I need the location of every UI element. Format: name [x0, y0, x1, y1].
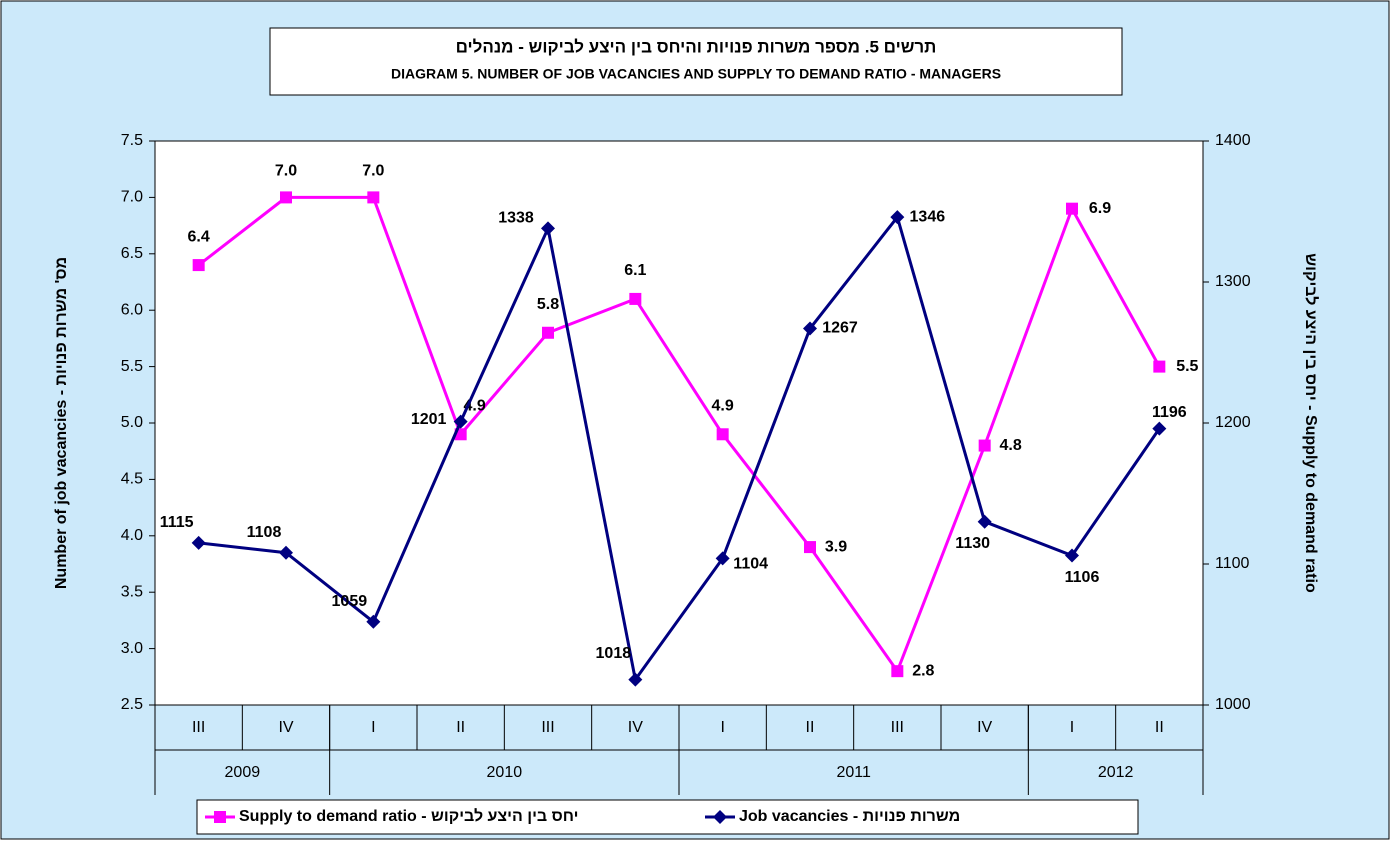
y-tick-label: 4.5 — [121, 471, 143, 488]
legend-marker — [214, 811, 226, 823]
point — [279, 545, 293, 560]
point — [1152, 421, 1167, 436]
data-label: 3.9 — [825, 538, 847, 555]
point — [716, 428, 729, 441]
x-tick-label: IV — [628, 719, 643, 736]
point — [891, 665, 904, 678]
point — [1066, 202, 1078, 215]
y2-tick-label: 1000 — [1215, 696, 1251, 713]
data-label: 7.0 — [275, 163, 297, 180]
point — [715, 551, 730, 566]
plot-area — [154, 140, 1204, 706]
data-label: 1338 — [498, 210, 534, 227]
legend-box — [196, 799, 1139, 835]
y-tick-label: 7.0 — [121, 189, 143, 206]
x-tick-label: IV — [278, 719, 293, 736]
point — [542, 326, 554, 339]
x-tick-label: I — [1070, 719, 1074, 736]
data-label: 1104 — [733, 556, 768, 573]
series-line — [197, 195, 1161, 675]
y-tick-label: 3.0 — [121, 640, 143, 657]
legend-label: Supply to demand ratio - יחס בין היצע לב… — [239, 807, 578, 825]
point — [977, 514, 992, 529]
y2-axis-label: יחס בין היצע לביקוש - Supply to demand r… — [1302, 253, 1320, 593]
data-label: 4.9 — [712, 397, 734, 414]
data-label: 2.8 — [912, 662, 934, 679]
group-label: 2012 — [1098, 764, 1134, 781]
data-label: 7.0 — [362, 163, 384, 180]
y2-tick-label: 1400 — [1215, 132, 1251, 149]
x-tick-label: II — [806, 719, 815, 736]
group-label: 2009 — [225, 764, 261, 781]
data-label: 5.5 — [1176, 358, 1198, 375]
point — [629, 292, 642, 305]
y-tick-label: 6.5 — [121, 245, 143, 262]
data-label: 4.8 — [1000, 437, 1022, 454]
data-label: 1106 — [1065, 569, 1100, 586]
group-label: 2011 — [836, 764, 871, 781]
point — [1065, 548, 1079, 563]
y-tick-label: 2.5 — [121, 696, 143, 713]
x-tick-label: III — [891, 719, 904, 736]
x-tick-label: II — [456, 719, 465, 736]
point — [192, 259, 205, 272]
title-box — [269, 27, 1123, 96]
y-tick-label: 3.5 — [121, 583, 143, 600]
data-label: 5.8 — [537, 296, 559, 313]
point — [366, 614, 381, 629]
series-line — [198, 213, 1161, 684]
y2-tick-label: 1200 — [1215, 414, 1251, 431]
data-label: 6.1 — [624, 262, 646, 279]
data-label: 6.4 — [188, 228, 210, 245]
point — [803, 321, 817, 336]
data-label: 1130 — [955, 535, 990, 552]
y2-tick-label: 1300 — [1215, 273, 1251, 290]
point — [191, 535, 206, 550]
x-tick-label: I — [720, 719, 724, 736]
x-tick-label: II — [1155, 719, 1164, 736]
data-label: 1059 — [332, 593, 368, 610]
x-tick-label: IV — [977, 719, 992, 736]
data-label: 6.9 — [1089, 200, 1111, 217]
data-label: 1115 — [160, 514, 194, 531]
point — [978, 439, 991, 452]
point — [1153, 360, 1166, 373]
legend-label: Job vacancies - משרות פנויות — [739, 808, 960, 825]
y-tick-label: 6.0 — [121, 301, 143, 318]
y-axis-label: Number of job vacancies - מס' משרות פנוי… — [53, 257, 70, 589]
point — [804, 541, 816, 554]
point — [628, 672, 643, 687]
x-tick-label: I — [371, 719, 375, 736]
point — [367, 191, 380, 204]
data-label: 1267 — [822, 320, 858, 337]
data-label: 1018 — [596, 645, 632, 662]
x-tick-label: III — [541, 719, 554, 736]
point — [890, 210, 905, 225]
legend-marker — [713, 810, 727, 824]
y-tick-label: 5.0 — [121, 414, 143, 431]
chart-subtitle: DIAGRAM 5. NUMBER OF JOB VACANCIES AND S… — [391, 66, 1001, 82]
y-tick-label: 4.0 — [121, 527, 143, 544]
point — [280, 191, 292, 204]
point — [453, 414, 468, 429]
point — [541, 221, 555, 236]
chart-title: תרשים 5. מספר משרות פנויות והיחס בין היצ… — [456, 37, 937, 56]
y-tick-label: 7.5 — [121, 132, 143, 149]
data-label: 1108 — [247, 524, 282, 541]
y-tick-label: 5.5 — [121, 358, 143, 375]
data-label: 1196 — [1152, 404, 1187, 421]
data-label: 1346 — [910, 208, 946, 225]
x-tick-label: III — [192, 719, 205, 736]
data-label: 1201 — [411, 411, 447, 428]
group-label: 2010 — [487, 764, 523, 781]
y2-tick-label: 1100 — [1215, 555, 1250, 572]
